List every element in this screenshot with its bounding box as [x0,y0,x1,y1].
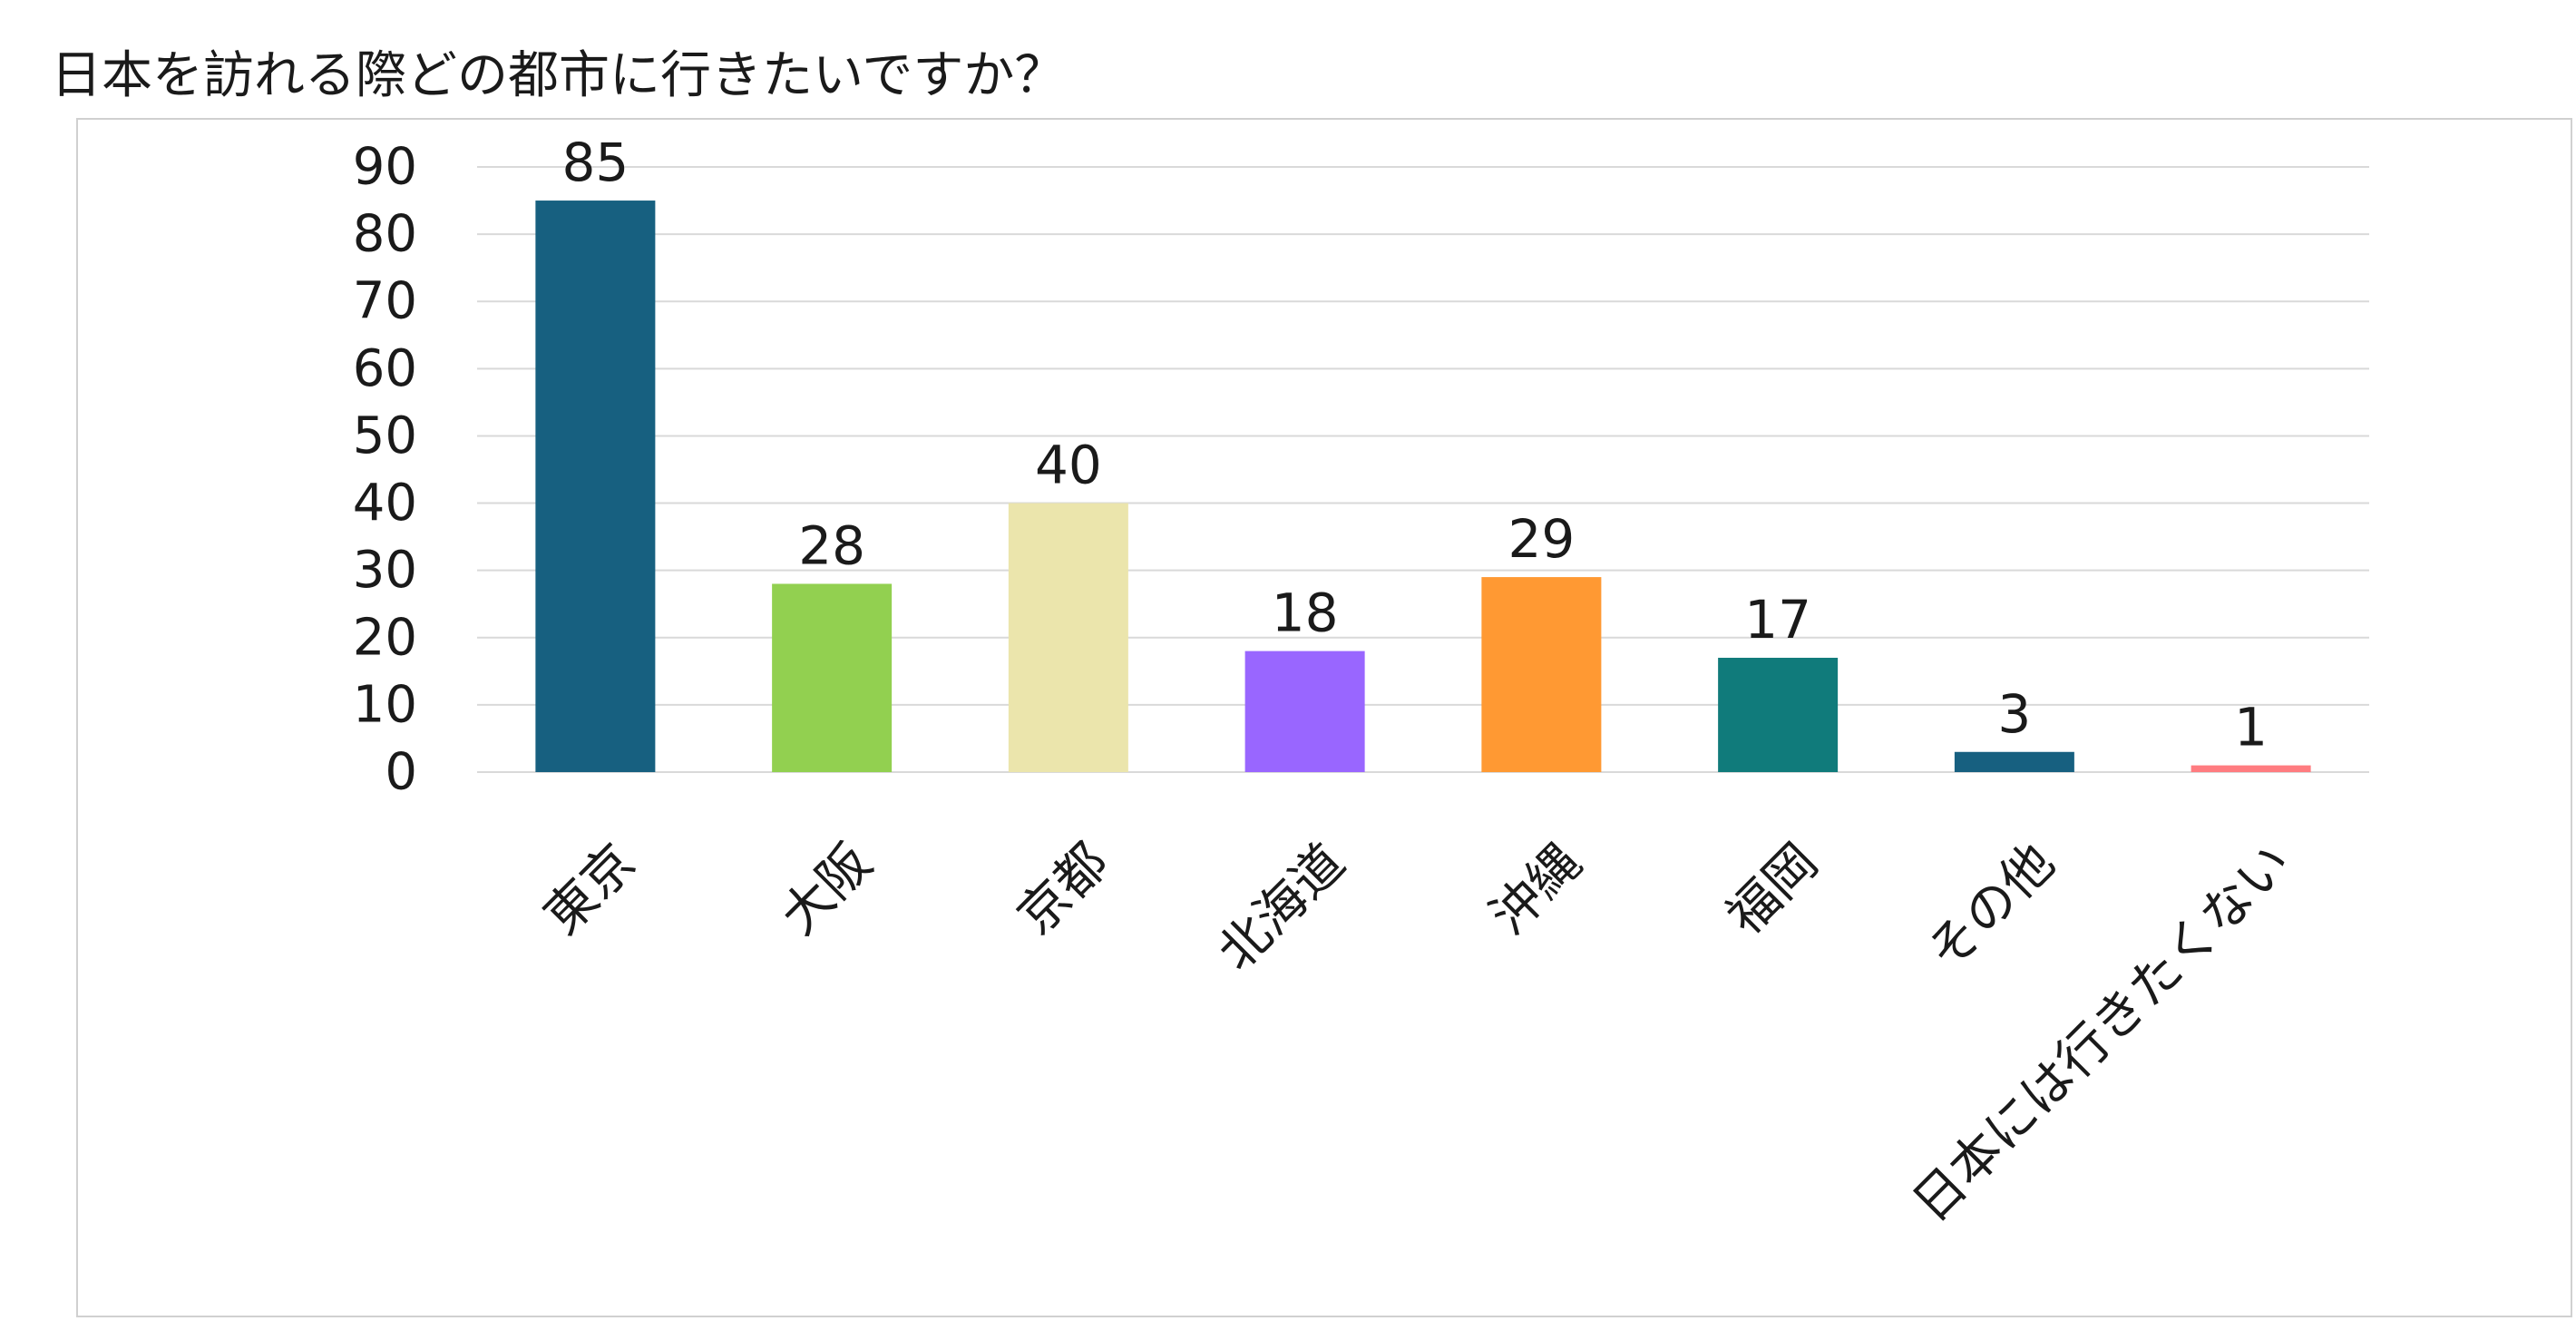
data-label: 28 [798,514,865,576]
y-tick-label: 60 [353,339,417,398]
x-tick-label: 北海道 [1207,833,1357,983]
bar [535,201,656,773]
data-label: 3 [1997,683,2031,745]
data-label: 17 [1744,589,1811,651]
x-tick-label: その他 [1917,833,2066,983]
x-tick-label: 東京 [533,833,647,946]
bar [1481,577,1602,772]
bar [1718,658,1839,772]
data-label: 1 [2234,697,2268,758]
y-tick-label: 40 [353,474,417,533]
x-tick-label: 沖縄 [1479,833,1593,946]
x-tick-label: 京都 [1006,833,1119,946]
data-label: 18 [1272,582,1339,644]
y-tick-label: 10 [353,675,417,734]
chart-title: 日本を訪れる際どの都市に行きたいですか？ [51,46,1066,105]
y-tick-label: 20 [353,608,417,667]
y-tick-label: 0 [385,743,417,802]
data-label: 29 [1508,508,1575,570]
bar [1244,651,1365,772]
x-tick-label: 日本には行きたくない [1901,833,2302,1234]
data-label: 40 [1035,435,1102,496]
y-tick-label: 90 [353,138,417,197]
x-tick-label: 福岡 [1716,833,1830,946]
y-tick-label: 30 [353,541,417,600]
y-tick-label: 70 [353,272,417,331]
x-tick-label: 大阪 [770,833,883,946]
data-label: 85 [561,132,629,193]
bar [772,583,893,772]
y-tick-label: 80 [353,205,417,264]
bar [2191,765,2311,772]
bar [1008,503,1128,772]
bar [1954,751,2074,772]
y-tick-label: 50 [353,406,417,465]
chart-area [76,118,2572,1317]
